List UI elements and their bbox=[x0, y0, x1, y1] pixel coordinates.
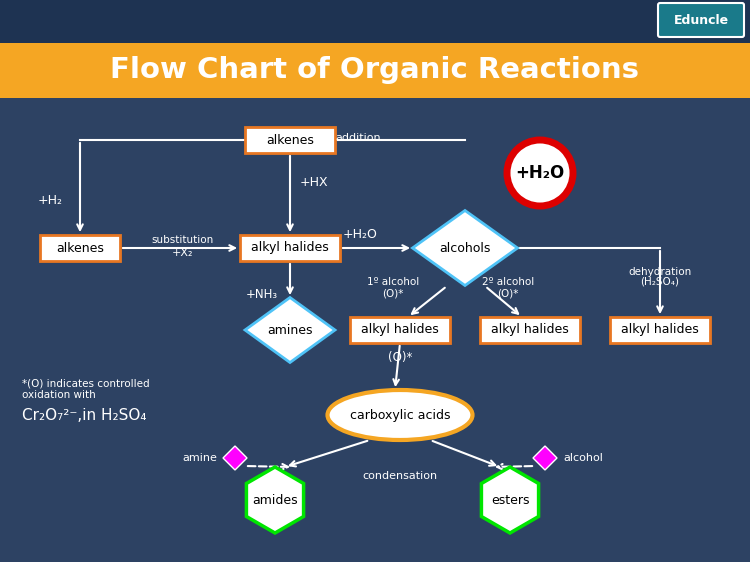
Polygon shape bbox=[247, 467, 304, 533]
Text: (H₂SO₄): (H₂SO₄) bbox=[640, 277, 680, 287]
Text: alkyl halides: alkyl halides bbox=[251, 242, 328, 255]
Text: addition: addition bbox=[335, 133, 380, 143]
FancyBboxPatch shape bbox=[245, 127, 335, 153]
Text: esters: esters bbox=[490, 493, 530, 506]
FancyBboxPatch shape bbox=[350, 317, 450, 343]
Text: alkyl halides: alkyl halides bbox=[362, 324, 439, 337]
Text: (O)*: (O)* bbox=[497, 288, 519, 298]
Text: dehydration: dehydration bbox=[628, 267, 692, 277]
Text: *(O) indicates controlled: *(O) indicates controlled bbox=[22, 378, 149, 388]
Text: condensation: condensation bbox=[362, 471, 437, 481]
Text: (O)*: (O)* bbox=[382, 288, 404, 298]
Text: Eduncle: Eduncle bbox=[674, 13, 728, 26]
Text: alkenes: alkenes bbox=[266, 134, 314, 147]
Text: Flow Chart of Organic Reactions: Flow Chart of Organic Reactions bbox=[110, 56, 640, 84]
FancyBboxPatch shape bbox=[0, 43, 750, 98]
Text: +H₂O: +H₂O bbox=[515, 164, 565, 182]
Text: substitution: substitution bbox=[152, 235, 214, 245]
Text: amine: amine bbox=[182, 453, 217, 463]
Text: amines: amines bbox=[267, 324, 313, 337]
Text: alkyl halides: alkyl halides bbox=[491, 324, 568, 337]
Text: alkyl halides: alkyl halides bbox=[621, 324, 699, 337]
Text: +X₂: +X₂ bbox=[172, 248, 194, 258]
FancyBboxPatch shape bbox=[658, 3, 744, 37]
FancyBboxPatch shape bbox=[480, 317, 580, 343]
Text: alcohols: alcohols bbox=[440, 242, 491, 255]
Polygon shape bbox=[413, 211, 518, 285]
Polygon shape bbox=[245, 297, 335, 362]
Text: +HX: +HX bbox=[300, 176, 328, 189]
Text: amides: amides bbox=[252, 493, 298, 506]
FancyBboxPatch shape bbox=[0, 0, 750, 43]
Text: 2º alcohol: 2º alcohol bbox=[482, 277, 534, 287]
Text: +NH₃: +NH₃ bbox=[246, 288, 278, 301]
Text: alkenes: alkenes bbox=[56, 242, 104, 255]
Text: carboxylic acids: carboxylic acids bbox=[350, 409, 450, 422]
FancyBboxPatch shape bbox=[610, 317, 710, 343]
Text: 1º alcohol: 1º alcohol bbox=[367, 277, 419, 287]
Text: (O)*: (O)* bbox=[388, 351, 412, 364]
Text: Cr₂O₇²⁻,in H₂SO₄: Cr₂O₇²⁻,in H₂SO₄ bbox=[22, 408, 146, 423]
Polygon shape bbox=[223, 446, 247, 470]
FancyBboxPatch shape bbox=[240, 235, 340, 261]
Text: oxidation with: oxidation with bbox=[22, 390, 96, 400]
Circle shape bbox=[507, 140, 573, 206]
Polygon shape bbox=[482, 467, 538, 533]
Text: alcohol: alcohol bbox=[563, 453, 603, 463]
Text: +H₂O: +H₂O bbox=[343, 229, 377, 242]
Text: +H₂: +H₂ bbox=[38, 193, 62, 206]
Ellipse shape bbox=[328, 390, 472, 440]
Polygon shape bbox=[533, 446, 557, 470]
FancyBboxPatch shape bbox=[40, 235, 120, 261]
